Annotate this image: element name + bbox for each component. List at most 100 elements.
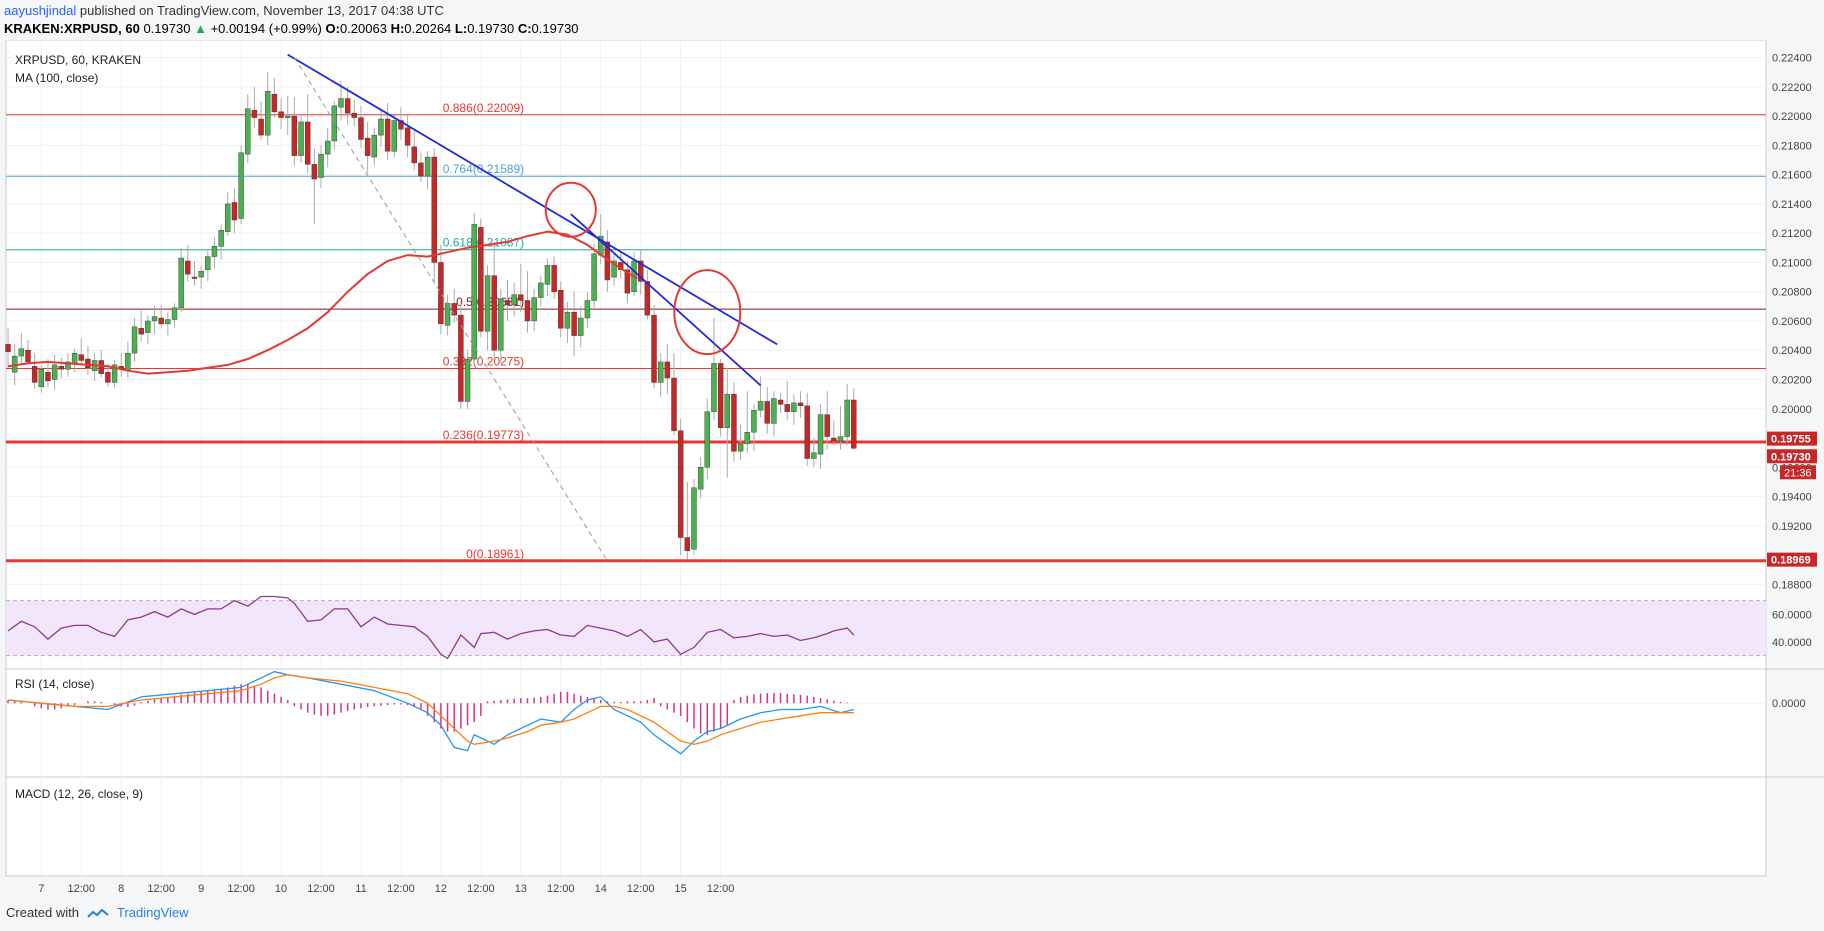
candle-body bbox=[291, 115, 298, 156]
candle-body bbox=[171, 307, 178, 320]
candle-body bbox=[278, 111, 284, 118]
price-label: 0.18969 bbox=[1771, 555, 1811, 567]
candle bbox=[817, 404, 824, 469]
price-tick-label: 0.21600 bbox=[1772, 170, 1812, 182]
candle-body bbox=[784, 404, 790, 412]
candle bbox=[691, 479, 697, 556]
candle bbox=[498, 288, 504, 364]
time-tick-label: 12:00 bbox=[627, 883, 655, 895]
candle bbox=[677, 419, 684, 556]
candle bbox=[58, 357, 64, 379]
price-tick-label: 0.21800 bbox=[1772, 140, 1812, 152]
author-link[interactable]: aayushjindal bbox=[4, 3, 77, 18]
candle bbox=[584, 291, 591, 329]
candle-body bbox=[225, 203, 231, 232]
candle-body bbox=[431, 156, 437, 263]
fib-levels: 0.886(0.22009)0.764(0.21589)0.618(0.2108… bbox=[6, 101, 1766, 563]
candle bbox=[265, 72, 271, 146]
candle bbox=[205, 250, 211, 282]
candle bbox=[238, 145, 244, 225]
time-tick-label: 12 bbox=[435, 883, 447, 895]
candle-body bbox=[51, 364, 58, 380]
candle-body bbox=[791, 402, 797, 412]
candle bbox=[531, 288, 537, 332]
candle bbox=[811, 438, 817, 468]
tradingview-link[interactable]: TradingView bbox=[116, 905, 189, 920]
price-tick-label: 0.21200 bbox=[1772, 228, 1812, 240]
candle-body bbox=[757, 401, 764, 411]
candle-body bbox=[684, 537, 691, 551]
candle bbox=[25, 339, 31, 364]
footer: Created with TradingView bbox=[6, 902, 189, 924]
last-price: 0.19730 bbox=[143, 21, 191, 36]
candle bbox=[145, 315, 151, 345]
candle-body bbox=[464, 358, 471, 402]
candle-body bbox=[558, 290, 564, 329]
candle-body bbox=[657, 361, 664, 383]
candle-body bbox=[504, 300, 511, 306]
candle bbox=[231, 187, 238, 234]
candle bbox=[744, 391, 750, 453]
candle-body bbox=[664, 361, 671, 379]
candle-body bbox=[378, 118, 384, 136]
candle bbox=[471, 212, 477, 365]
candle bbox=[85, 345, 91, 376]
candle bbox=[484, 265, 491, 351]
candle-body bbox=[351, 112, 358, 118]
candle bbox=[404, 114, 411, 158]
candle-body bbox=[31, 366, 38, 383]
candle-body bbox=[391, 120, 397, 152]
candle-body bbox=[511, 294, 517, 306]
high-value: 0.20264 bbox=[404, 21, 452, 36]
chart-canvas[interactable]: 0.886(0.22009)0.764(0.21589)0.618(0.2108… bbox=[0, 40, 1824, 900]
candle bbox=[458, 301, 464, 409]
price-labels: 0.19755 0.19730 0.18969 21:36 bbox=[1767, 431, 1817, 567]
candle bbox=[777, 392, 784, 414]
time-tick-label: 11 bbox=[355, 883, 366, 895]
time-tick-label: 9 bbox=[198, 883, 204, 895]
candle-body bbox=[804, 405, 810, 459]
candle-body bbox=[851, 399, 857, 449]
candle-body bbox=[158, 317, 164, 325]
candle bbox=[178, 247, 184, 313]
candle bbox=[271, 78, 278, 118]
candle-body bbox=[651, 314, 657, 383]
candle-body bbox=[644, 281, 651, 316]
price-label: 0.19755 bbox=[1771, 434, 1811, 446]
candle-body bbox=[358, 117, 364, 140]
candle bbox=[371, 127, 377, 166]
candle bbox=[5, 328, 11, 368]
candle-body bbox=[145, 320, 151, 333]
close-label: C: bbox=[517, 21, 532, 36]
candle-body bbox=[285, 115, 291, 118]
candle bbox=[538, 275, 544, 307]
candle-body bbox=[25, 350, 31, 363]
candle bbox=[418, 152, 424, 182]
time-axis: 7 12:00 8 12:00 9 12:00 10 12:00 11 12:00 12 12:00 1… bbox=[38, 883, 734, 895]
candle-body bbox=[45, 371, 51, 382]
candle-body bbox=[584, 300, 591, 319]
price-tick-label: 0.19400 bbox=[1772, 492, 1812, 504]
candle bbox=[684, 481, 691, 560]
candle-body bbox=[251, 110, 258, 118]
candle-body bbox=[571, 311, 577, 336]
candles bbox=[5, 72, 857, 560]
candle-body bbox=[671, 377, 677, 431]
candle bbox=[351, 99, 358, 127]
price-tick-label: 0.20800 bbox=[1772, 287, 1812, 299]
candle bbox=[431, 148, 437, 283]
change-value: +0.00194 (+0.99%) bbox=[210, 21, 322, 36]
candle-body bbox=[324, 140, 331, 155]
candle-body bbox=[711, 363, 717, 412]
candle bbox=[285, 95, 291, 136]
price-label-box bbox=[1767, 552, 1817, 567]
candle bbox=[524, 271, 531, 333]
candle-body bbox=[58, 366, 64, 370]
candle bbox=[364, 121, 371, 174]
candle-body bbox=[524, 300, 531, 322]
candle-body bbox=[458, 314, 464, 402]
candle bbox=[844, 383, 850, 446]
candle-body bbox=[5, 344, 11, 352]
candle bbox=[504, 279, 511, 321]
fib-level-label: 0.764(0.21589) bbox=[443, 162, 524, 176]
